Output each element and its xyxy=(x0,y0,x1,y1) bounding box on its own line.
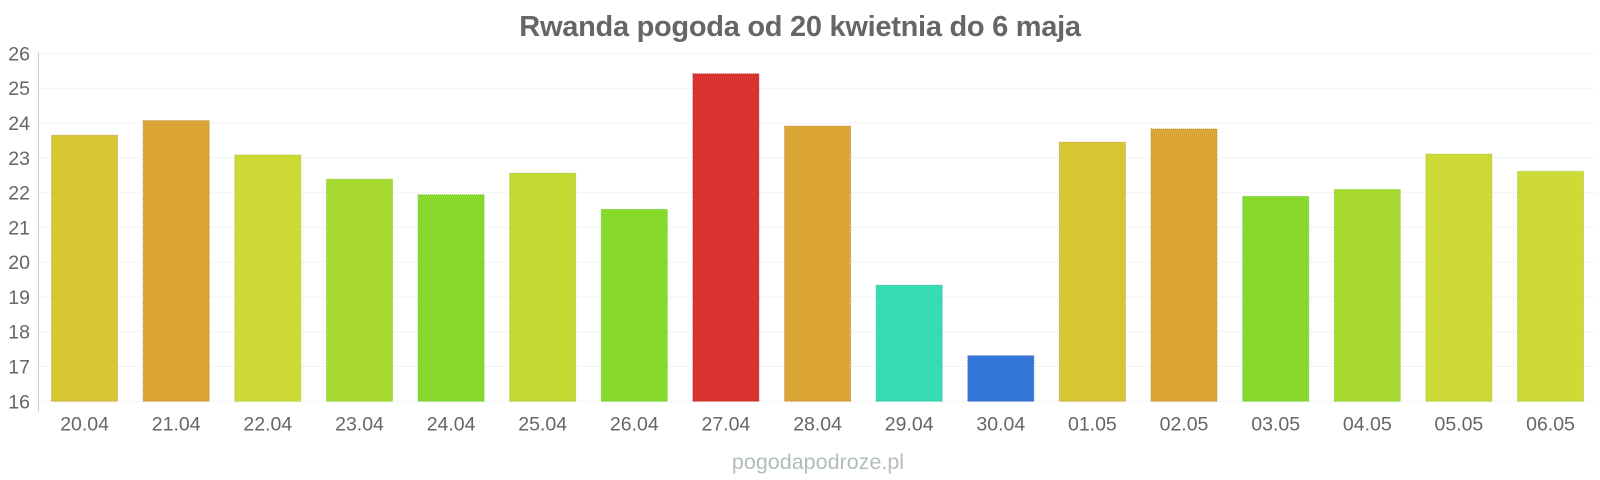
svg-text:20: 20 xyxy=(8,252,30,274)
svg-text:28.04: 28.04 xyxy=(793,414,842,436)
svg-text:22: 22 xyxy=(8,183,30,205)
svg-text:23.04: 23.04 xyxy=(335,414,384,436)
svg-text:16: 16 xyxy=(8,391,30,413)
svg-text:24: 24 xyxy=(8,113,30,135)
svg-text:25: 25 xyxy=(8,78,30,100)
svg-text:04.05: 04.05 xyxy=(1343,414,1392,436)
svg-text:Rwanda pogoda od 20 kwietnia d: Rwanda pogoda od 20 kwietnia do 6 maja xyxy=(519,11,1082,43)
svg-text:pogodapodroze.pl: pogodapodroze.pl xyxy=(732,450,904,474)
svg-text:21.04: 21.04 xyxy=(152,414,201,436)
svg-text:02.05: 02.05 xyxy=(1160,414,1209,436)
svg-text:03.05: 03.05 xyxy=(1251,414,1300,436)
svg-text:26: 26 xyxy=(8,43,30,65)
svg-text:24.04: 24.04 xyxy=(427,414,476,436)
svg-text:22.04: 22.04 xyxy=(243,414,292,436)
svg-text:01.05: 01.05 xyxy=(1068,414,1117,436)
svg-text:30.04: 30.04 xyxy=(976,414,1025,436)
svg-text:23: 23 xyxy=(8,148,30,170)
svg-text:18: 18 xyxy=(8,322,30,344)
svg-text:27.04: 27.04 xyxy=(701,414,750,436)
svg-text:17: 17 xyxy=(8,357,30,379)
svg-text:20.04: 20.04 xyxy=(60,414,109,436)
svg-text:29.04: 29.04 xyxy=(885,414,934,436)
svg-text:05.05: 05.05 xyxy=(1434,414,1483,436)
svg-text:19: 19 xyxy=(8,287,30,309)
svg-text:21: 21 xyxy=(8,217,30,239)
svg-text:06.05: 06.05 xyxy=(1526,414,1575,436)
svg-text:25.04: 25.04 xyxy=(518,414,567,436)
svg-text:26.04: 26.04 xyxy=(610,414,659,436)
